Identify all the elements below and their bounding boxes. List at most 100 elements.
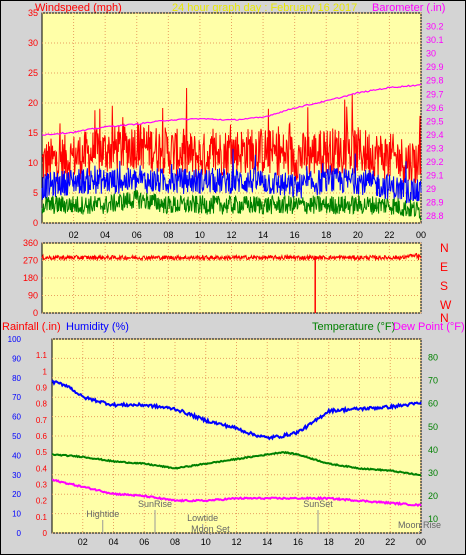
wind-time-label: 00 xyxy=(416,230,426,240)
baro-tick-label: 29.2 xyxy=(426,157,444,167)
temp-tick-label: 30 xyxy=(428,468,438,478)
bottom-time-label: 10 xyxy=(201,537,211,547)
temp-tick-label: 70 xyxy=(428,376,438,386)
baro-tick-label: 30.2 xyxy=(426,22,444,32)
barometer-line xyxy=(41,83,422,136)
wind-tick-label: 20 xyxy=(28,98,38,108)
bottom-time-label: 00 xyxy=(416,537,426,547)
humidity-tick-label: 40 xyxy=(12,451,21,460)
wind-lull-line xyxy=(41,189,422,222)
temperature-label: Temperature (°F) xyxy=(312,321,396,333)
wind-average-line xyxy=(41,148,422,204)
wind-tick-label: 15 xyxy=(28,128,38,138)
bottom-time-label: 02 xyxy=(78,537,88,547)
baro-tick-label: 29.5 xyxy=(426,116,444,126)
direction-tick-label: 180 xyxy=(23,273,38,283)
dewpoint-line xyxy=(52,478,422,508)
humidity-tick-label: 20 xyxy=(12,490,21,499)
rain-tick-label: 0.7 xyxy=(36,416,48,425)
rain-tick-label: 0.5 xyxy=(36,448,48,457)
direction-tick-label: 360 xyxy=(23,238,38,248)
wind-tick-label: 5 xyxy=(33,188,38,198)
baro-tick-label: 28.8 xyxy=(426,211,444,221)
bottom-time-label: 18 xyxy=(324,537,334,547)
rain-tick-label: 0.6 xyxy=(36,432,48,441)
rain-tick-label: 0.9 xyxy=(36,384,48,393)
event-label: Hightide xyxy=(86,509,119,519)
wind-time-label: 14 xyxy=(258,230,268,240)
compass-label: N xyxy=(440,241,449,255)
event-label: Moon Rise xyxy=(398,520,441,530)
humidity-tick-label: 60 xyxy=(12,413,21,422)
rain-tick-label: 0.8 xyxy=(36,400,48,409)
barometer-label: Barometer (.in) xyxy=(372,2,446,14)
event-label: Moon Set xyxy=(191,524,230,534)
graph-title: 24 hour graph day : February 16 2017 xyxy=(172,2,358,14)
baro-tick-label: 30.1 xyxy=(426,35,444,45)
compass-label: W xyxy=(440,298,452,312)
baro-tick-label: 29.3 xyxy=(426,143,444,153)
windspeed-label: Windspeed (mph) xyxy=(35,2,122,14)
humidity-tick-label: 70 xyxy=(12,393,21,402)
baro-tick-label: 30 xyxy=(426,49,436,59)
humidity-tick-label: 80 xyxy=(12,374,21,383)
wind-time-label: 20 xyxy=(353,230,363,240)
wind-time-label: 10 xyxy=(195,230,205,240)
wind-tick-label: 30 xyxy=(28,38,38,48)
temp-tick-label: 60 xyxy=(428,399,438,409)
wind-tick-label: 10 xyxy=(28,158,38,168)
rain-tick-label: 0.3 xyxy=(36,481,48,490)
dewpoint-label: Dew Point (°F) xyxy=(393,321,465,333)
bottom-time-label: 14 xyxy=(262,537,272,547)
wind-tick-label: 0 xyxy=(33,218,38,228)
baro-tick-label: 29.9 xyxy=(426,62,444,72)
baro-tick-label: 29.6 xyxy=(426,103,444,113)
bottom-time-label: 16 xyxy=(293,537,303,547)
baro-tick-label: 29.4 xyxy=(426,130,444,140)
direction-tick-label: 0 xyxy=(33,308,38,318)
humidity-tick-label: 0 xyxy=(17,529,22,538)
baro-tick-label: 29.7 xyxy=(426,89,444,99)
wind-time-label: 02 xyxy=(69,230,79,240)
wind-time-label: 08 xyxy=(163,230,173,240)
wind-direction-line xyxy=(41,252,422,262)
baro-tick-label: 29.8 xyxy=(426,76,444,86)
rainfall-label: Rainfall (.in) xyxy=(2,321,61,333)
rain-tick-label: 0.4 xyxy=(36,464,48,473)
humidity-tick-label: 100 xyxy=(8,335,22,344)
bottom-time-label: 04 xyxy=(108,537,118,547)
event-label: SunRise xyxy=(138,499,172,509)
humidity-tick-label: 30 xyxy=(12,471,21,480)
temp-tick-label: 80 xyxy=(428,352,438,362)
wind-time-label: 18 xyxy=(321,230,331,240)
compass-label: E xyxy=(440,260,448,274)
temp-tick-label: 10 xyxy=(428,514,438,524)
event-label: Lowtide xyxy=(187,513,218,523)
event-label: SunSet xyxy=(303,499,333,509)
baro-tick-label: 29.1 xyxy=(426,171,444,181)
baro-tick-label: 28.9 xyxy=(426,198,444,208)
rain-tick-label: 0.2 xyxy=(36,497,48,506)
rain-tick-label: 0.1 xyxy=(36,513,48,522)
wind-tick-label: 35 xyxy=(28,8,38,18)
rain-tick-label: 1.1 xyxy=(36,351,48,360)
direction-tick-label: 90 xyxy=(28,291,38,301)
humidity-line xyxy=(51,379,422,441)
wind-time-label: 04 xyxy=(100,230,110,240)
temp-tick-label: 20 xyxy=(428,491,438,501)
compass-label: N xyxy=(440,311,449,325)
direction-tick-label: 270 xyxy=(23,256,38,266)
rain-tick-label: 1 xyxy=(43,367,48,376)
wind-time-label: 16 xyxy=(290,230,300,240)
temperature-line xyxy=(51,450,422,477)
bottom-time-label: 20 xyxy=(354,537,364,547)
rain-tick-label: 0 xyxy=(43,529,48,538)
bottom-time-label: 22 xyxy=(385,537,395,547)
wind-gust-line xyxy=(41,87,422,186)
temp-tick-label: 50 xyxy=(428,422,438,432)
humidity-label: Humidity (%) xyxy=(66,321,129,333)
wind-tick-label: 25 xyxy=(28,68,38,78)
temp-tick-label: 40 xyxy=(428,445,438,455)
wind-time-label: 12 xyxy=(226,230,236,240)
